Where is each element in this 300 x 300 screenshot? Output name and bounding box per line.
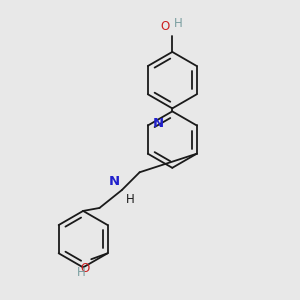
Text: O: O (161, 20, 170, 34)
Text: H: H (126, 193, 135, 206)
Text: H: H (77, 266, 86, 279)
Text: O: O (81, 262, 90, 275)
Text: H: H (174, 17, 182, 30)
Text: N: N (109, 175, 120, 188)
Text: N: N (153, 118, 164, 130)
